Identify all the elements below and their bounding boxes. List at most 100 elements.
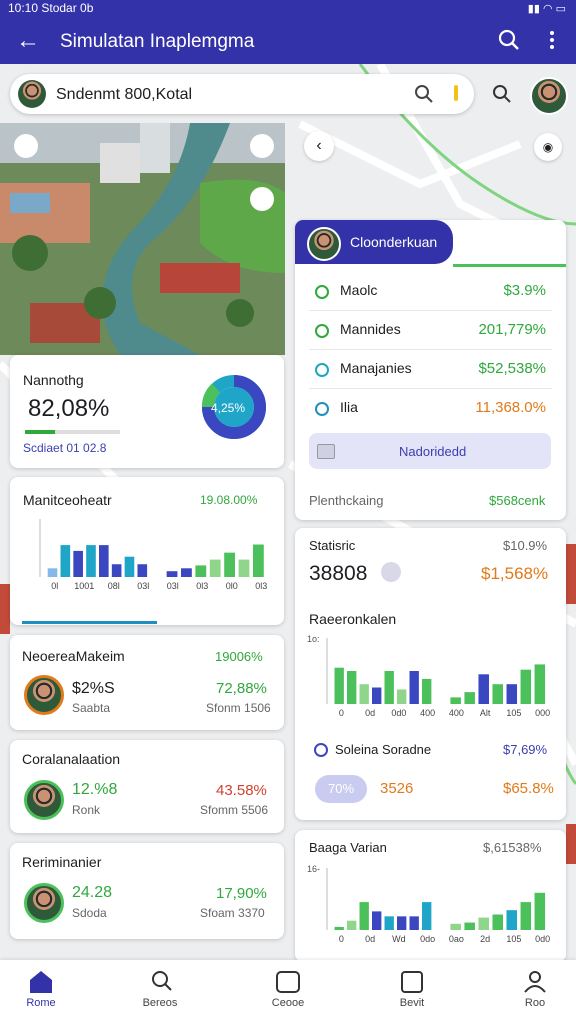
axis-label: 16-	[307, 864, 320, 874]
search-icon[interactable]	[498, 29, 520, 51]
mini-bar-chart: 16- 0 0d Wd 0do 0ao 2d 105 0d0	[307, 864, 550, 944]
search-text: Sndenmt 800,Kotal	[56, 86, 193, 103]
map-back-button[interactable]: ‹	[304, 131, 334, 161]
summary-card: Nannothg 82,08% Scdiaet 01 02.8 4,25%	[10, 355, 284, 468]
x-tick-label: 0ao	[449, 934, 464, 944]
nav-item[interactable]: Rome	[26, 997, 56, 1009]
card-value: 19006%	[215, 649, 263, 664]
card-title: Manitceoheatr	[23, 492, 112, 508]
panel-button[interactable]: Nadoridedd	[309, 433, 551, 469]
left-value: 24.28	[72, 884, 113, 901]
stats-card: Statisric $10.9% 38808 $1,568% Raeeronka…	[295, 528, 566, 820]
right-value: 17,90%	[216, 885, 267, 902]
x-tick-label: 08l	[108, 581, 120, 591]
chip-value-2: $65.8%	[503, 780, 554, 797]
nav-item[interactable]: Ceooe	[271, 997, 305, 1009]
row-value: $7,69%	[503, 742, 548, 757]
row-label: Soleina Soradne	[335, 742, 432, 757]
card-underline	[22, 621, 157, 624]
nav-item[interactable]: Roo	[524, 997, 546, 1009]
card-title: NeoereaMakeim	[22, 648, 125, 664]
bar	[181, 568, 192, 577]
row-value: 11,368.0%	[475, 399, 546, 416]
big-value-2: $1,568%	[481, 564, 549, 583]
bar	[347, 671, 357, 704]
profile-avatar[interactable]	[530, 77, 568, 115]
status-bar: 10:10 Stodar 0b ▮▮ ◠ ▭	[0, 0, 576, 18]
panel-header: Cloonderkuan	[295, 220, 453, 264]
map-search-icon[interactable]	[492, 84, 512, 104]
status-time: 10:10 Stodar 0b	[8, 1, 94, 15]
person-avatar	[24, 780, 64, 820]
right-sub: Sfoam 3370	[200, 906, 265, 920]
bar	[111, 564, 122, 577]
x-tick-label: 2d	[480, 934, 490, 944]
x-tick-label: 0l3	[255, 581, 267, 591]
row-dot	[315, 285, 329, 299]
row-dot	[314, 743, 328, 757]
bar	[334, 926, 344, 930]
card-title: Reriminanier	[22, 854, 102, 870]
bar	[397, 916, 407, 930]
bar	[534, 664, 546, 704]
row-value: $3.9%	[503, 282, 546, 299]
bar	[520, 902, 532, 930]
map-pin-button[interactable]: ◉	[534, 133, 562, 161]
card-sub: Scdiaet 01 02.8	[23, 441, 107, 455]
aerial-photo	[0, 123, 285, 355]
donut-label: 4,25%	[211, 401, 246, 415]
right-sub: Sfomm 5506	[200, 803, 269, 817]
left-value: $2%S	[72, 680, 115, 697]
left-sub: Saabta	[72, 701, 111, 715]
card-value: $,61538%	[483, 840, 542, 855]
nav-item[interactable]: Bevit	[399, 997, 425, 1009]
x-tick-label: 0d	[365, 708, 375, 718]
row-dot	[315, 402, 329, 416]
variant-card: Baaga Varian $,61538% 16- 0 0d Wd 0do 0ao 2d 10…	[295, 830, 566, 962]
bar	[464, 692, 475, 704]
bar	[534, 892, 546, 930]
row-dot	[315, 324, 329, 338]
bar	[492, 684, 504, 704]
back-button[interactable]: ←	[16, 27, 40, 54]
panel-avatar	[307, 227, 341, 261]
card-value: 19.08.00%	[200, 493, 258, 507]
row-divider	[309, 349, 552, 350]
bar	[166, 571, 178, 577]
row-label: Ilia	[340, 399, 358, 415]
x-tick-label: 0l0	[226, 581, 238, 591]
x-tick-label: 0l3	[196, 581, 208, 591]
chip[interactable]: 70%	[315, 775, 367, 803]
bar	[409, 916, 419, 930]
footer-label: Plenthckaing	[309, 493, 384, 508]
x-tick-label: 0d	[365, 934, 375, 944]
bar	[372, 687, 382, 704]
chart-card: Manitceoheatr 19.08.00% 0l 1001 08l 03l 03l 0…	[10, 477, 284, 625]
x-tick-label: 1001	[74, 581, 94, 591]
nav-item[interactable]: Bereos	[142, 997, 178, 1009]
card-title: Statisric	[309, 538, 356, 553]
bar	[506, 910, 518, 930]
bar	[238, 559, 250, 577]
bar	[347, 920, 357, 930]
menu-icon[interactable]	[548, 29, 556, 51]
x-tick-label: 0d0	[391, 708, 406, 718]
x-tick-label: 0d0	[535, 934, 550, 944]
bar	[86, 545, 96, 577]
mini-bar-chart: 1o: 0 0d 0d0 400 400 Alt 105 000	[307, 634, 550, 718]
button-label: Nadoridedd	[399, 444, 467, 459]
card-title: Baaga Varian	[309, 840, 387, 855]
search-bar[interactable]: Sndenmt 800,Kotal	[10, 74, 474, 114]
status-icons: ▮▮ ◠ ▭	[527, 3, 566, 15]
bar	[384, 916, 394, 930]
x-tick-label: 0	[339, 708, 344, 718]
row-divider	[309, 310, 552, 311]
x-tick-label: 0l	[51, 581, 58, 591]
bar	[478, 917, 489, 930]
right-value: 72,88%	[216, 680, 267, 697]
bar	[47, 568, 58, 577]
row-label: Maolc	[340, 282, 378, 298]
x-tick-label: 03l	[167, 581, 179, 591]
row-dot	[315, 363, 329, 377]
